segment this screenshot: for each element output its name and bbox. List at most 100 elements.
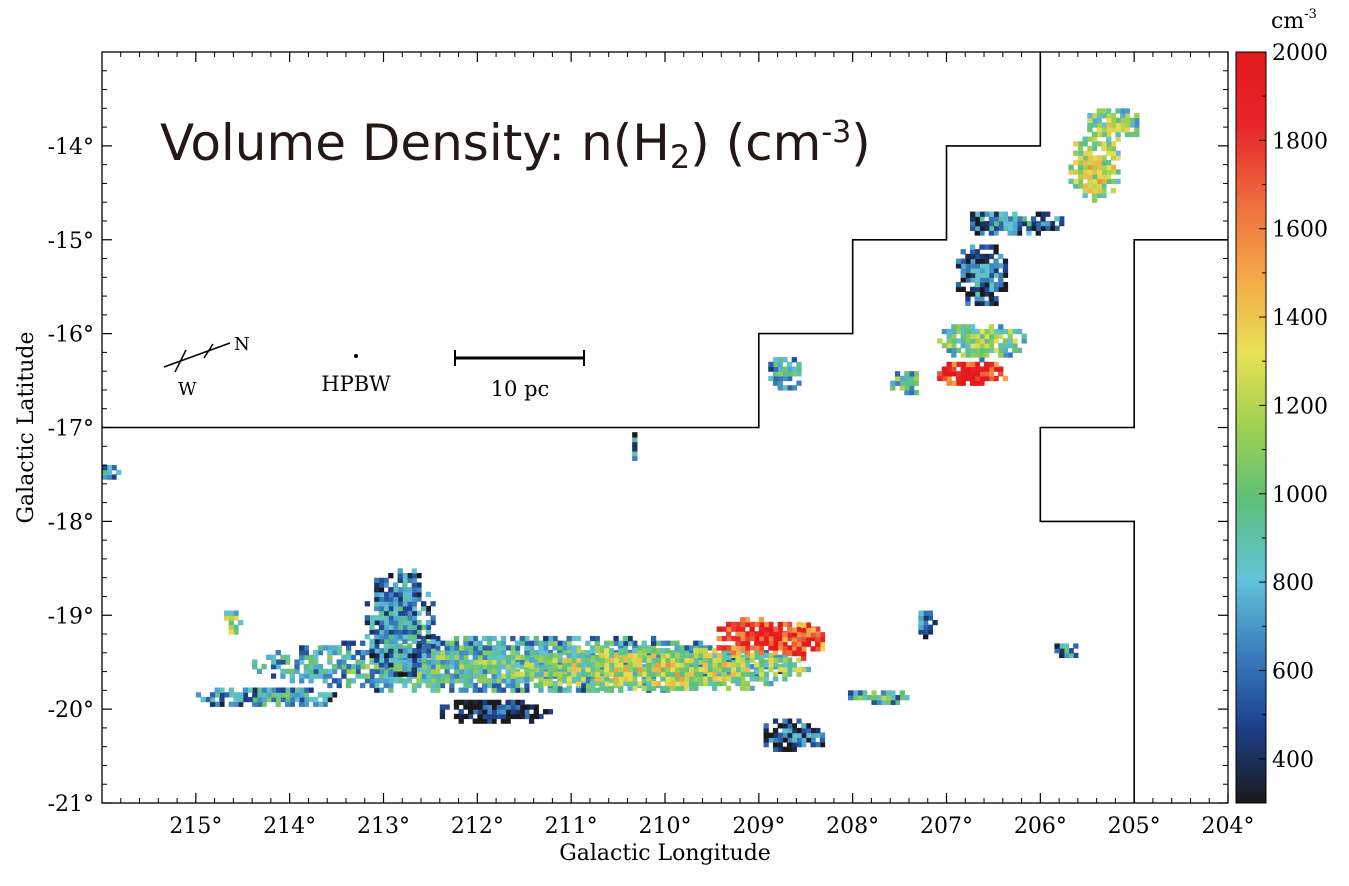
- density-pixel: [411, 596, 417, 602]
- density-pixel: [463, 678, 469, 684]
- density-pixel: [374, 615, 380, 621]
- density-pixel: [472, 640, 478, 646]
- density-pixel: [749, 626, 755, 632]
- density-pixel: [106, 465, 112, 471]
- density-pixel: [280, 654, 286, 660]
- density-pixel: [528, 713, 535, 720]
- density-pixel: [327, 692, 333, 698]
- density-pixel: [571, 648, 577, 654]
- density-pixel: [280, 673, 286, 679]
- density-pixel: [744, 652, 751, 659]
- density-pixel: [801, 632, 807, 638]
- density-pixel: [636, 649, 643, 656]
- density-pixel: [463, 654, 469, 660]
- density-pixel: [411, 568, 417, 574]
- density-pixel: [1115, 117, 1121, 123]
- density-pixel: [636, 680, 643, 687]
- density-pixel: [1091, 159, 1098, 166]
- density-pixel: [500, 635, 507, 642]
- density-pixel: [500, 673, 507, 679]
- density-pixel: [486, 640, 493, 646]
- density-pixel: [1101, 127, 1107, 133]
- density-pixel: [514, 662, 521, 668]
- density-pixel: [575, 645, 582, 651]
- density-pixel: [345, 678, 352, 684]
- density-pixel: [740, 654, 746, 660]
- density-pixel: [1068, 178, 1074, 185]
- density-pixel: [683, 645, 690, 651]
- density-pixel: [683, 666, 690, 673]
- density-pixel: [528, 640, 535, 646]
- density-pixel: [646, 654, 652, 660]
- density-pixel: [801, 727, 807, 734]
- density-pixel: [449, 649, 455, 656]
- density-pixel: [744, 680, 751, 687]
- density-pixel: [969, 211, 976, 217]
- density-pixel: [543, 680, 549, 687]
- density-pixel: [388, 662, 394, 668]
- x-tick-label: 207°: [920, 814, 973, 839]
- density-pixel: [791, 366, 797, 372]
- density-pixel: [1035, 230, 1041, 236]
- density-pixel: [969, 253, 976, 260]
- density-pixel: [557, 687, 563, 693]
- density-pixel: [1096, 117, 1102, 123]
- density-pixel: [965, 361, 971, 368]
- density-pixel: [435, 640, 441, 646]
- density-pixel: [111, 474, 117, 480]
- density-pixel: [716, 635, 722, 642]
- density-pixel: [688, 657, 694, 663]
- density-pixel: [472, 645, 478, 651]
- density-pixel: [1115, 136, 1121, 142]
- density-pixel: [1101, 188, 1107, 194]
- x-axis-ticks: 215° 214° 213° 212° 211° 210° 209° 208° 207° 206°…: [120, 52, 1255, 839]
- density-pixel: [477, 678, 483, 684]
- density-pixel: [1002, 352, 1009, 358]
- density-pixel: [453, 635, 460, 642]
- density-pixel: [988, 277, 995, 283]
- density-pixel: [374, 634, 380, 640]
- density-pixel: [477, 654, 483, 660]
- density-pixel: [810, 635, 816, 642]
- density-pixel: [763, 626, 769, 632]
- density-pixel: [763, 671, 769, 677]
- density-pixel: [707, 652, 713, 659]
- density-pixel: [561, 664, 568, 670]
- density-pixel: [388, 596, 394, 602]
- density-pixel: [683, 671, 690, 677]
- density-pixel: [444, 704, 450, 710]
- density-pixel: [998, 211, 1004, 217]
- density-pixel: [782, 357, 788, 363]
- density-pixel: [364, 673, 371, 679]
- density-pixel: [932, 619, 938, 626]
- density-pixel: [749, 631, 755, 637]
- density-pixel: [1101, 108, 1107, 114]
- density-pixel: [693, 685, 699, 691]
- density-pixel: [411, 610, 417, 616]
- density-pixel: [646, 676, 652, 682]
- density-pixel: [730, 659, 736, 665]
- density-pixel: [693, 645, 699, 651]
- density-pixel: [284, 701, 291, 707]
- density-pixel: [777, 621, 783, 628]
- density-pixel: [772, 631, 779, 637]
- density-pixel: [421, 652, 427, 659]
- density-pixel: [425, 673, 432, 679]
- density-pixel: [458, 699, 464, 706]
- density-pixel: [1129, 117, 1135, 123]
- density-pixel: [496, 649, 502, 656]
- density-pixel: [923, 615, 929, 621]
- density-pixel: [763, 662, 769, 668]
- density-pixel: [331, 664, 338, 670]
- density-pixel: [1096, 164, 1102, 170]
- density-pixel: [613, 652, 619, 659]
- density-pixel: [378, 678, 385, 684]
- density-pixel: [594, 666, 600, 673]
- compass-north-label: N: [234, 334, 250, 355]
- density-pixel: [327, 673, 333, 679]
- density-pixel: [988, 244, 995, 250]
- density-pixel: [960, 352, 966, 358]
- density-pixel: [923, 610, 929, 616]
- density-pixel: [233, 624, 239, 630]
- density-pixel: [528, 676, 535, 682]
